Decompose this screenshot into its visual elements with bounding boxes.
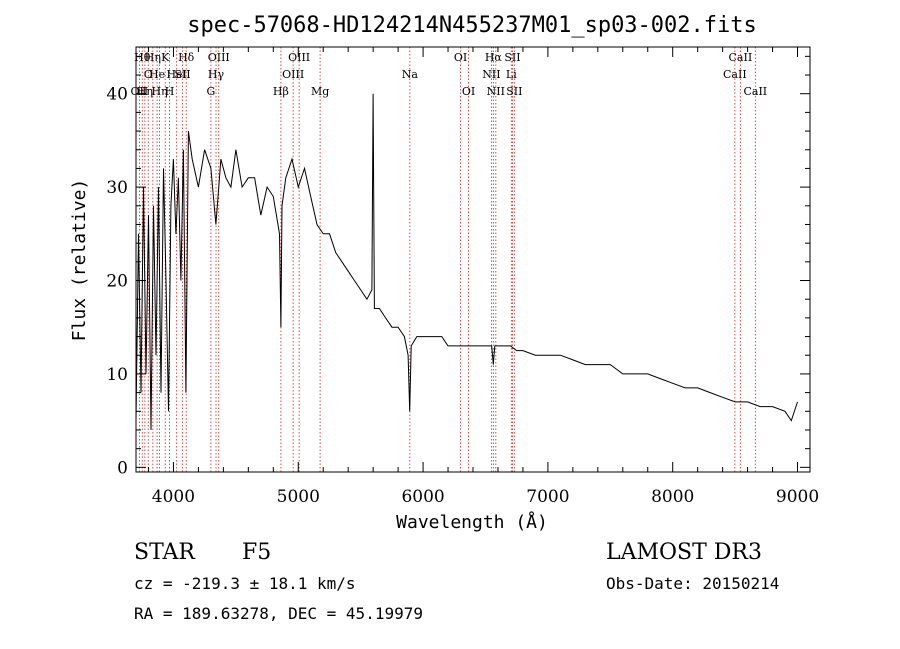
line-label: Hη [137,85,153,98]
x-tick-label: 4000 [152,487,195,507]
y-tick-label: 30 [106,178,128,198]
y-tick-label: 40 [106,85,128,105]
line-label: OI [462,85,475,98]
x-tick-label: 9000 [776,487,819,507]
x-axis: 4000 5000 6000 7000 8000 9000 [147,47,819,507]
line-label: OII [131,85,149,98]
line-label: Li [506,68,517,81]
line-label: H [165,85,175,98]
line-label: OIII [282,68,304,81]
y-tick-label: 10 [106,365,128,385]
line-label: NII [487,85,505,98]
x-tick-label: 7000 [526,487,569,507]
chart-title: spec-57068-HD124214N455237M01_sp03-002.f… [187,13,757,38]
line-label: NII [482,68,500,81]
line-label: Hβ [273,85,289,98]
line-label: G [206,85,215,98]
x-tick-label: 5000 [277,487,320,507]
line-label: HeI [166,68,186,81]
line-label: SII [504,51,520,64]
line-label: Hη [145,51,161,64]
spectrum-line [135,93,798,431]
x-axis-label: Wavelength (Å) [396,511,548,533]
y-axis-label: Flux (relative) [69,179,90,342]
line-label: SII [174,68,190,81]
line-label: CaII [729,51,753,64]
redshift-cz: cz = -219.3 ± 18.1 km/s [134,574,356,593]
line-label: CaII [743,85,767,98]
object-class: STAR [134,540,195,565]
object-subclass: F5 [242,540,272,565]
y-tick-label: 0 [117,458,128,478]
line-label: He [149,68,165,81]
emission-line-labels: OIIHθHηOHηHeHηKHHeISIIHδGHγOIIIHβOIIIOII… [131,51,768,98]
plot-frame [135,46,811,473]
survey-name: LAMOST DR3 [606,540,762,565]
line-label: Hδ [178,51,195,64]
line-label: Hη [151,85,167,98]
coordinates-radec: RA = 189.63278, DEC = 45.19979 [134,604,423,623]
line-label: Na [402,68,419,81]
line-label: Hα [485,51,503,64]
line-label: OI [454,51,467,64]
line-label: Hθ [134,51,151,64]
line-label: OIII [208,51,230,64]
line-label: SII [506,85,522,98]
emission-line-markers [138,47,756,472]
y-axis: 0 10 20 30 40 [106,55,810,478]
line-label: CaII [723,68,747,81]
line-label: OIII [288,51,310,64]
line-label: Mg [311,85,329,98]
x-tick-label: 8000 [651,487,694,507]
observation-date: Obs-Date: 20150214 [606,574,780,593]
line-label: Hγ [208,68,225,81]
line-label: K [161,51,170,64]
y-tick-label: 20 [106,272,128,292]
x-tick-label: 6000 [401,487,444,507]
line-label: O [144,68,153,81]
